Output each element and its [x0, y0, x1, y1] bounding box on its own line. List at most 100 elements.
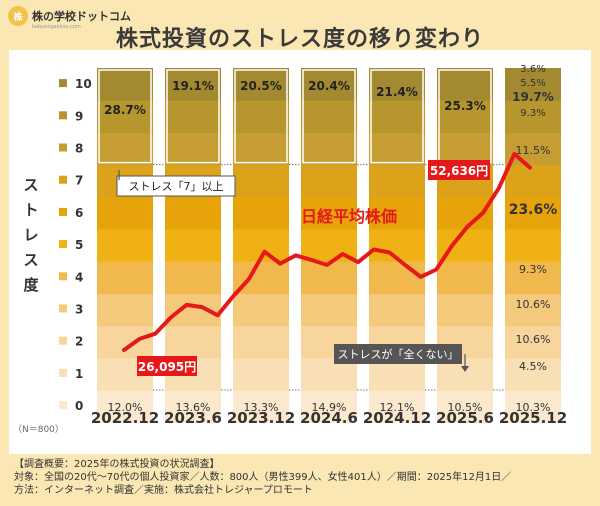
y-axis-title-char: ス	[23, 251, 38, 269]
last-bar-value-label: 10.6%	[516, 333, 551, 346]
x-tick-label: 2023.6	[164, 409, 222, 427]
y-axis-title-char: 度	[23, 276, 39, 294]
survey-footer: 【調査概要：2025年の株式投資の状況調査】 対象：全国の20代〜70代の個人投…	[14, 458, 511, 497]
level7plus-value-label: 19.1%	[172, 79, 214, 93]
bar-segment-2025.12-level-7	[505, 164, 561, 198]
bar-segment-2025.12-level-5	[505, 229, 561, 262]
level0-value-label: 10.3%	[516, 401, 551, 414]
brand-logo-icon: 株	[8, 6, 28, 26]
annotation-low-arrow-head	[461, 366, 469, 372]
bar-segment-2024.12-level-7	[369, 164, 425, 198]
bar-segment-2024.12-level-4	[369, 261, 425, 294]
bar-segment-2022.12-level-3	[97, 293, 153, 327]
y-tick-label: 7	[75, 174, 83, 188]
bar-segment-2024.6-level-10	[301, 68, 357, 101]
legend-swatch-level-8	[59, 143, 67, 152]
nikkei-end-label: 52,636円	[430, 164, 488, 178]
nikkei-series-label: 日経平均株価	[301, 207, 397, 226]
level0-value-label: 12.0%	[108, 401, 143, 414]
bar-segment-2022.12-level-0	[97, 390, 153, 423]
nikkei-start-callout-box	[137, 356, 197, 376]
bar-segment-2022.12-level-2	[97, 325, 153, 359]
level7plus-box	[370, 69, 424, 164]
bar-segment-2023.12-level-9	[233, 100, 289, 133]
bar-segment-2023.6-level-10	[165, 68, 221, 101]
y-tick-label: 10	[75, 77, 92, 91]
level7plus-value-label: 21.4%	[376, 85, 418, 99]
bar-segment-2023.12-level-2	[233, 325, 289, 359]
bar-segment-2023.6-level-9	[165, 100, 221, 133]
x-tick-label: 2025.12	[499, 409, 567, 427]
y-tick-label: 4	[75, 270, 83, 284]
level7plus-box	[166, 69, 220, 164]
bar-segment-2022.12-level-8	[97, 132, 153, 166]
bar-segment-2025.12-level-2	[505, 325, 561, 359]
legend-swatch-level-7	[59, 175, 67, 184]
bar-segment-2024.6-level-0	[301, 390, 357, 423]
annotation-high: ストレス「7」以上	[129, 180, 224, 193]
bar-segment-2025.12-level-4	[505, 261, 561, 294]
bar-segment-2024.6-level-8	[301, 132, 357, 166]
legend-swatch-level-4	[59, 272, 67, 281]
last-bar-value-label: 19.7%	[512, 90, 554, 104]
y-tick-label: 9	[75, 109, 83, 123]
level0-value-label: 14.9%	[312, 401, 347, 414]
y-tick-label: 5	[75, 238, 83, 252]
bar-segment-2025.6-level-10	[437, 68, 493, 101]
level7plus-value-label: 28.7%	[104, 103, 146, 117]
chart-svg: 2022.12 2023.6 2023.12 2024.6 2024.12 2025.6 2…	[13, 64, 567, 435]
level7plus-value-label: 25.3%	[444, 99, 486, 113]
x-tick-label: 2024.6	[300, 409, 358, 427]
y-tick-label: 8	[75, 142, 83, 156]
level7plus-box	[234, 69, 288, 164]
bar-segment-2023.12-level-3	[233, 293, 289, 327]
legend-swatch-level-3	[59, 304, 67, 313]
chart-title: 株式投資のストレス度の移り変わり	[115, 27, 484, 52]
bar-segment-2025.6-level-0	[437, 390, 493, 423]
y-tick-label: 3	[75, 303, 83, 317]
nikkei-line	[122, 152, 532, 352]
y-tick-label: 6	[75, 206, 83, 220]
y-tick-label: 0	[75, 399, 83, 413]
bar-segment-2024.12-level-10	[369, 68, 425, 101]
bar-segment-2022.12-level-10	[97, 68, 153, 101]
level7plus-box	[302, 69, 356, 164]
brand-name: 株の学校ドットコム	[32, 10, 131, 23]
bar-segment-2023.12-level-6	[233, 196, 289, 230]
level0-value-label: 13.6%	[176, 401, 211, 414]
last-bar-value-label: 5.5%	[520, 78, 545, 89]
last-bar-value-label: 9.3%	[520, 108, 545, 119]
bar-segment-2024.6-level-4	[301, 261, 357, 294]
bar-segment-2023.6-level-4	[165, 261, 221, 294]
bar-segment-2025.12-level-8	[505, 132, 561, 166]
y-tick-label: 2	[75, 335, 83, 349]
y-axis-title-char: ス	[23, 176, 38, 194]
bar-segment-2025.12-level-0	[505, 390, 561, 423]
annotation-low-box	[334, 344, 462, 364]
annotation-low: ストレスが「全くない」	[338, 347, 459, 361]
footer-line-3: 方法：インターネット調査／実施：株式会社トレジャープロモート	[14, 485, 313, 496]
bar-segment-2023.12-level-7	[233, 164, 289, 198]
x-tick-label: 2024.12	[363, 409, 431, 427]
footer-line-1: 【調査概要：2025年の株式投資の状況調査】	[14, 459, 220, 470]
bar-segment-2023.12-level-1	[233, 357, 289, 391]
bar-segment-2022.12-level-5	[97, 229, 153, 262]
level7plus-value-label: 20.5%	[240, 79, 282, 93]
y-axis-title-char: ト	[23, 201, 38, 219]
brand-subtitle: kabunogakkou.com	[32, 24, 81, 30]
x-tick-label: 2025.6	[436, 409, 494, 427]
level0-value-label: 10.5%	[448, 401, 483, 414]
bar-segment-2025.6-level-8	[437, 132, 493, 166]
y-axis-title-char: レ	[23, 226, 38, 244]
bar-segment-2024.12-level-0	[369, 390, 425, 423]
y-tick-label: 1	[75, 367, 83, 381]
bar-segment-2024.12-level-9	[369, 100, 425, 133]
n-label: （N＝800）	[13, 424, 64, 435]
chart-card: 2022.12 2023.6 2023.12 2024.6 2024.12 2025.6 2…	[9, 50, 591, 454]
level7plus-value-label: 20.4%	[308, 79, 350, 93]
bar-segment-2024.12-level-8	[369, 132, 425, 166]
last-bar-value-label: 11.5%	[516, 144, 551, 157]
bar-segment-2023.6-level-5	[165, 229, 221, 262]
last-bar-value-label: 23.6%	[509, 202, 558, 218]
